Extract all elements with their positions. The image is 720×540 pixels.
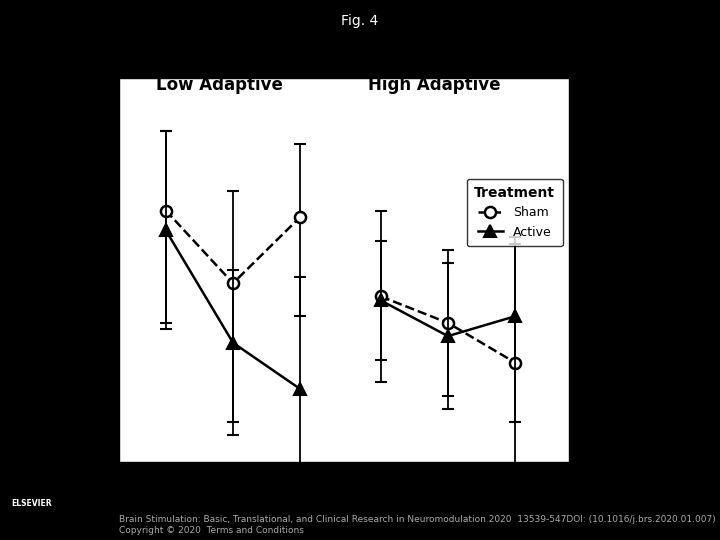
Y-axis label: Spatial Working Memory: Spatial Working Memory [73, 165, 88, 375]
Text: Fig. 4: Fig. 4 [341, 14, 379, 28]
Text: High Adaptive: High Adaptive [368, 76, 500, 94]
Text: ELSEVIER: ELSEVIER [11, 498, 51, 508]
Legend: Sham, Active: Sham, Active [467, 179, 562, 246]
Text: Brain Stimulation: Basic, Translational, and Clinical Research in Neuromodulatio: Brain Stimulation: Basic, Translational,… [119, 515, 716, 535]
X-axis label: Time: Time [323, 490, 365, 505]
Text: Low Adaptive: Low Adaptive [156, 76, 283, 94]
